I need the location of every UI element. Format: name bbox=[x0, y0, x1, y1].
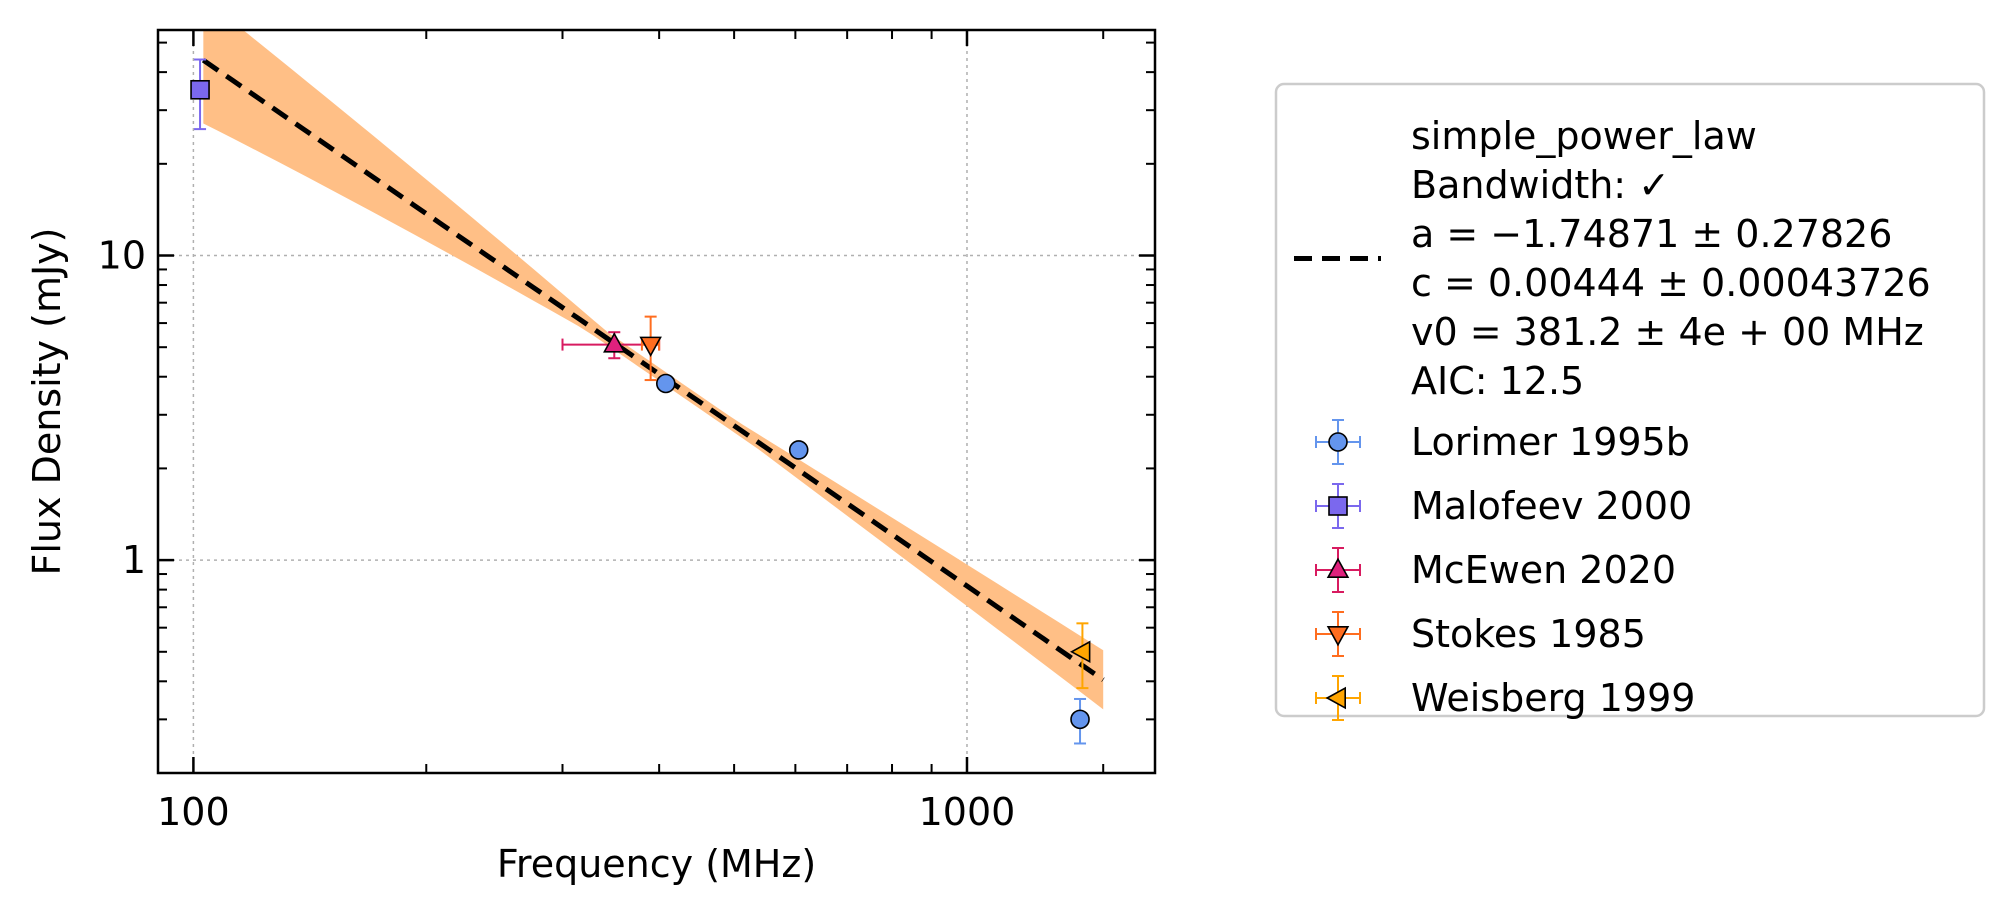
y-axis-label: Flux Density (mJy) bbox=[25, 228, 69, 576]
legend-entry: Stokes 1985 bbox=[1315, 611, 1646, 657]
x-axis-label: Frequency (MHz) bbox=[497, 842, 816, 886]
legend-entry: Weisberg 1999 bbox=[1315, 675, 1695, 721]
data-layer bbox=[190, 58, 1091, 745]
x-tick-label: 1000 bbox=[919, 790, 1016, 834]
data-point bbox=[1070, 709, 1090, 730]
legend-entry: Malofeev 2000 bbox=[1315, 483, 1692, 529]
legend-entry: McEwen 2020 bbox=[1315, 547, 1676, 593]
legend-marker bbox=[1328, 496, 1348, 516]
grid-layer bbox=[158, 30, 1155, 773]
data-point bbox=[603, 332, 626, 353]
series-lorimer-1995b bbox=[655, 373, 1090, 745]
legend-label: Weisberg 1999 bbox=[1411, 676, 1695, 720]
y-tick-label: 1 bbox=[122, 538, 146, 582]
legend-marker bbox=[1325, 686, 1346, 710]
legend-fit-line-4: c = 0.00444 ± 0.00043726 bbox=[1411, 261, 1931, 305]
legend-label: Lorimer 1995b bbox=[1411, 420, 1690, 464]
plot-frame bbox=[156, 28, 1157, 775]
legend-marker bbox=[1326, 557, 1350, 579]
series-stokes-1985 bbox=[639, 315, 662, 382]
fit-line-layer bbox=[201, 58, 1105, 682]
series-malofeev-2000 bbox=[190, 58, 210, 131]
legend-fit-line-3: a = −1.74871 ± 0.27826 bbox=[1411, 212, 1892, 256]
series-weisberg-1999 bbox=[1069, 622, 1091, 690]
y-tick-label: 10 bbox=[98, 234, 146, 278]
tick-layer: 100 1000 1 10 bbox=[98, 30, 1155, 834]
data-point bbox=[788, 440, 809, 460]
data-point bbox=[655, 373, 676, 394]
data-point bbox=[190, 79, 210, 100]
legend-marker bbox=[1326, 625, 1350, 647]
legend-label: McEwen 2020 bbox=[1411, 548, 1676, 592]
legend: simple_power_law Bandwidth: ✓ a = −1.74871… bbox=[1274, 82, 1986, 721]
legend-box bbox=[1274, 82, 1986, 718]
legend-fit-line-1: simple_power_law bbox=[1411, 114, 1757, 158]
legend-fit-line-6: AIC: 12.5 bbox=[1411, 359, 1584, 403]
data-point bbox=[639, 336, 662, 358]
fit-line bbox=[201, 58, 1105, 682]
x-tick-label: 100 bbox=[157, 790, 230, 834]
legend-label: Stokes 1985 bbox=[1411, 612, 1646, 656]
fit-uncertainty-band bbox=[203, 30, 1104, 710]
legend-entry: Lorimer 1995b bbox=[1315, 419, 1690, 465]
legend-fit-line-5: v0 = 381.2 ± 4e + 00 MHz bbox=[1411, 310, 1924, 354]
legend-fit-line-2: Bandwidth: ✓ bbox=[1411, 163, 1670, 207]
fit-band-layer bbox=[203, 30, 1104, 710]
legend-marker bbox=[1328, 432, 1348, 452]
data-point bbox=[1069, 640, 1091, 664]
legend-label: Malofeev 2000 bbox=[1411, 484, 1692, 528]
